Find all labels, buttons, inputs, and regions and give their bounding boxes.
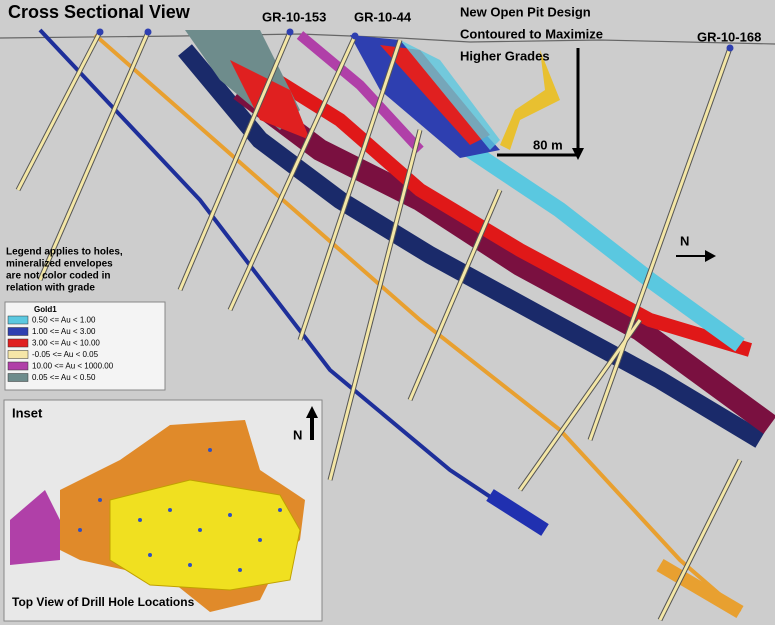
legend-swatch xyxy=(7,338,29,348)
scale-label: 80 m xyxy=(533,137,563,152)
legend-swatch xyxy=(7,327,29,336)
title: Cross Sectional View xyxy=(8,2,191,22)
block-zone xyxy=(380,45,490,145)
north-label: N xyxy=(680,233,689,248)
collars xyxy=(96,28,734,52)
inset-pit xyxy=(109,479,301,591)
legend: Gold1 0.50 <= Au < 1.00 1.00 <= Au < 3.00… xyxy=(4,301,166,391)
scale-arrow xyxy=(572,148,584,160)
grade-blocks xyxy=(185,30,560,158)
envelope xyxy=(656,558,744,619)
legend-swatch xyxy=(7,373,29,382)
hole-label: GR-10-153 xyxy=(262,9,326,24)
legend-note: Legend applies to holes, mineralized env… xyxy=(6,247,123,294)
legend-label: 3.00 <= Au < 10.00 xyxy=(32,339,100,348)
legend-swatch xyxy=(7,361,29,371)
legend-title: Gold1 xyxy=(34,305,57,314)
topography xyxy=(0,33,775,45)
envelope xyxy=(296,31,424,154)
pit-contour xyxy=(500,50,560,150)
pit-note: New Open Pit Design xyxy=(460,4,591,19)
envelope xyxy=(178,44,765,448)
drill-hole-cores xyxy=(16,31,742,621)
legend-label: 1.00 <= Au < 3.00 xyxy=(32,327,96,336)
legend-label: 10.00 <= Au < 1000.00 xyxy=(32,362,114,371)
legend-label: 0.05 <= Au < 0.50 xyxy=(32,373,96,382)
legend-label: 0.50 <= Au < 1.00 xyxy=(32,316,96,325)
inset-title: Inset xyxy=(12,405,43,420)
hole-label: GR-10-44 xyxy=(354,9,412,24)
legend-note-line: relation with grade xyxy=(6,283,95,294)
legend-swatch xyxy=(7,350,29,359)
envelope xyxy=(93,33,742,614)
inset-caption: Top View of Drill Hole Locations xyxy=(12,595,195,609)
inset-north-label: N xyxy=(293,427,302,442)
inset: Inset N Top View of Drill Hole Locations xyxy=(3,399,323,622)
legend-note-line: Legend applies to holes, xyxy=(6,247,123,258)
envelope xyxy=(465,143,745,352)
legend-note-line: are not color coded in xyxy=(6,271,110,282)
legend-note-line: mineralized envelopes xyxy=(6,259,113,270)
pit-note: Higher Grades xyxy=(460,48,550,63)
legend-label: -0.05 <= Au < 0.05 xyxy=(32,350,99,359)
scale-bar xyxy=(497,48,580,157)
legend-swatch xyxy=(7,315,29,325)
inset-north-arrow xyxy=(306,406,318,440)
inset-zone xyxy=(10,490,60,565)
block-zone xyxy=(230,60,310,140)
envelope xyxy=(486,489,549,536)
envelope xyxy=(38,28,542,532)
envelope xyxy=(256,64,753,357)
hole-label: GR-10-168 xyxy=(697,29,761,44)
pit-note: Contoured to Maximize xyxy=(460,26,603,41)
inset-holes xyxy=(78,448,282,572)
block-zone xyxy=(400,40,500,150)
legend-box xyxy=(4,301,166,391)
north-arrow xyxy=(676,250,716,262)
